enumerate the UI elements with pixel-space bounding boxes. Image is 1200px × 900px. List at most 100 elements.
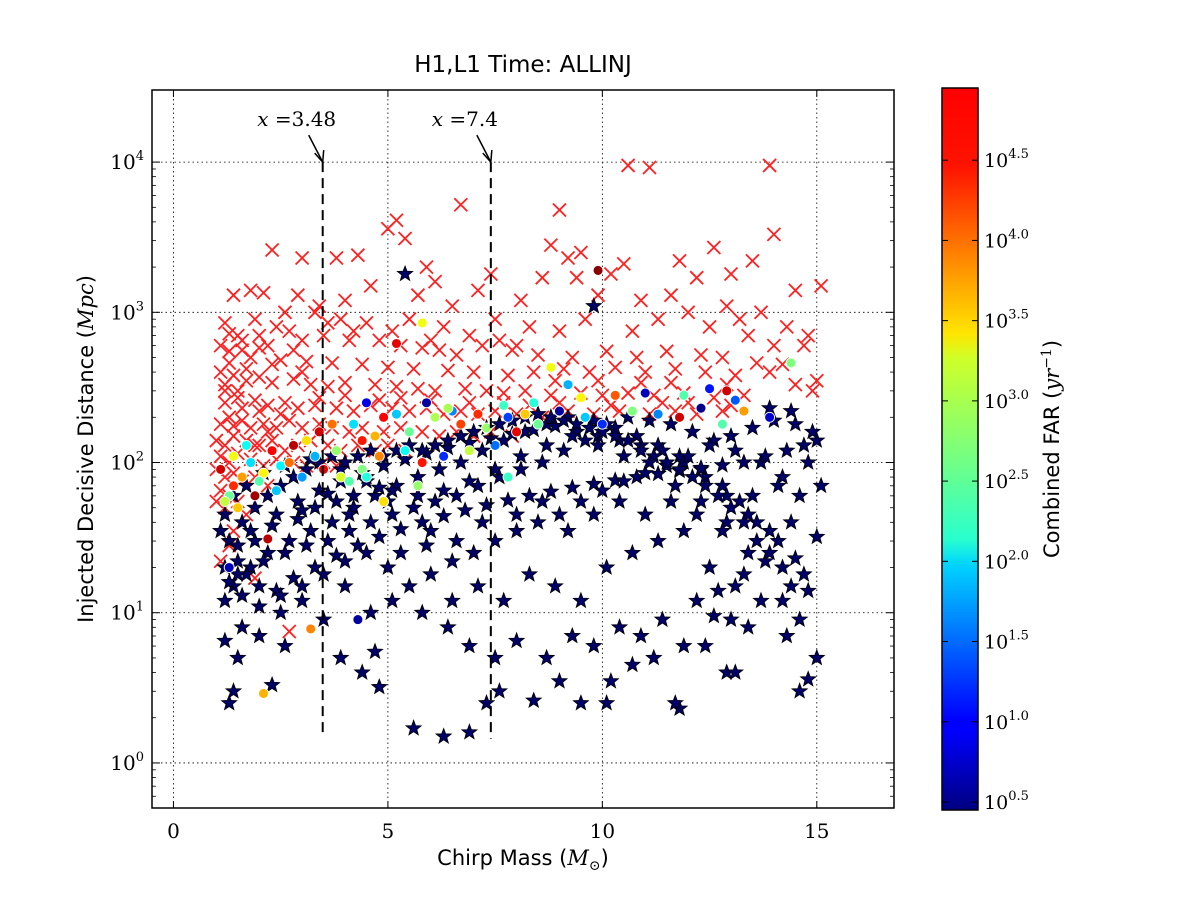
star-marker-point bbox=[730, 492, 749, 509]
star-marker-point bbox=[585, 636, 603, 654]
star-marker-point bbox=[790, 682, 809, 699]
y-tick-label: 101 bbox=[110, 600, 144, 625]
star-marker-point bbox=[452, 426, 470, 444]
star-marker-point bbox=[246, 498, 264, 516]
star-marker-point bbox=[409, 486, 427, 504]
x-marker-point bbox=[252, 438, 267, 453]
colorbar-tick-label: 101.5 bbox=[984, 629, 1029, 654]
colorbar-gradient bbox=[941, 87, 979, 811]
circle-marker-point bbox=[429, 411, 441, 423]
star-marker-point bbox=[396, 450, 414, 467]
x-marker-point bbox=[518, 383, 533, 398]
x-marker-point bbox=[530, 347, 546, 363]
x-marker-point bbox=[243, 283, 258, 298]
x-marker-point bbox=[252, 403, 267, 419]
x-marker-point bbox=[217, 395, 233, 410]
circle-marker-point bbox=[463, 445, 475, 457]
star-marker-point bbox=[756, 447, 774, 464]
star-marker-point bbox=[237, 476, 256, 494]
star-marker-point bbox=[782, 577, 800, 594]
star-marker-point bbox=[276, 543, 294, 561]
star-marker-point bbox=[520, 486, 539, 504]
star-marker-point bbox=[610, 492, 629, 509]
star-marker-point bbox=[465, 422, 483, 440]
circle-marker-point bbox=[609, 389, 621, 401]
circle-marker-point bbox=[283, 457, 295, 468]
star-marker-point bbox=[722, 426, 740, 444]
star-marker-point bbox=[220, 531, 238, 549]
plot-area: x =3.48 x =7.4 0 5 10 15 100 101 102 103 104 bbox=[110, 89, 895, 843]
star-marker-point bbox=[250, 597, 268, 614]
star-marker-point bbox=[370, 478, 388, 496]
star-marker-point bbox=[683, 467, 702, 485]
x-marker-point bbox=[282, 323, 297, 339]
circle-marker-point bbox=[399, 445, 411, 457]
y-axis-label-math: Mpc bbox=[74, 283, 98, 331]
chart-title: H1,L1 Time: ALLINJ bbox=[414, 52, 631, 78]
star-marker-point bbox=[799, 453, 817, 470]
star-marker-point bbox=[349, 536, 367, 553]
x-marker-point bbox=[209, 433, 224, 448]
star-marker-point bbox=[426, 436, 444, 453]
star-marker-point bbox=[803, 422, 822, 440]
star-marker-point bbox=[593, 481, 612, 499]
star-marker-point bbox=[439, 438, 457, 456]
star-marker-point bbox=[636, 505, 654, 523]
x-marker-point bbox=[603, 266, 619, 282]
star-marker-point bbox=[229, 536, 247, 553]
star-marker-point bbox=[392, 520, 410, 537]
x-marker-point bbox=[702, 319, 717, 335]
star-marker-point bbox=[795, 565, 813, 582]
star-marker-point bbox=[786, 415, 805, 432]
circle-marker-point bbox=[721, 385, 733, 397]
x-marker-point bbox=[269, 420, 284, 436]
circle-marker-point bbox=[391, 338, 402, 349]
x-marker-point bbox=[552, 395, 567, 410]
star-marker-point bbox=[370, 527, 388, 545]
x-marker-point bbox=[462, 395, 477, 410]
star-marker-point bbox=[426, 492, 444, 509]
star-marker-point bbox=[456, 501, 474, 518]
star-marker-point bbox=[512, 447, 530, 464]
x-marker-point bbox=[698, 364, 713, 380]
x-marker-point bbox=[402, 403, 417, 419]
star-marker-point bbox=[623, 543, 642, 561]
circle-marker-point bbox=[245, 457, 257, 468]
star-marker-point bbox=[460, 636, 479, 654]
star-marker-point bbox=[229, 648, 247, 666]
star-marker-point bbox=[422, 521, 440, 539]
x-marker-point bbox=[337, 293, 353, 308]
star-marker-point bbox=[473, 513, 492, 530]
x-marker-point bbox=[217, 315, 233, 331]
x-tick-label: 15 bbox=[804, 819, 829, 843]
star-marker-point bbox=[289, 509, 307, 527]
star-marker-point bbox=[632, 441, 650, 459]
x-marker-point bbox=[620, 385, 636, 401]
x-marker-point bbox=[230, 390, 245, 405]
star-marker-point bbox=[640, 453, 659, 470]
x-marker-point bbox=[247, 393, 263, 408]
x-marker-point bbox=[749, 355, 764, 371]
x-marker-point bbox=[226, 418, 241, 434]
x-marker-point bbox=[595, 388, 610, 403]
x-marker-point bbox=[680, 305, 696, 320]
x-marker-point bbox=[693, 347, 709, 363]
x-marker-point bbox=[410, 381, 426, 396]
x-marker-point bbox=[526, 364, 541, 380]
star-marker-point bbox=[666, 694, 684, 711]
star-marker-point bbox=[310, 481, 328, 499]
star-marker-point bbox=[713, 456, 732, 473]
x-marker-point bbox=[462, 328, 477, 343]
circle-marker-point bbox=[326, 418, 338, 430]
star-marker-point bbox=[722, 498, 740, 516]
star-marker-point bbox=[486, 648, 504, 666]
circle-marker-point bbox=[219, 496, 231, 507]
star-marker-point bbox=[447, 486, 466, 504]
star-marker-point bbox=[748, 531, 766, 549]
x-marker-point bbox=[616, 256, 631, 272]
star-marker-point bbox=[460, 723, 479, 740]
star-marker-point bbox=[520, 565, 539, 582]
star-marker-point bbox=[413, 441, 431, 459]
circle-marker-point bbox=[489, 439, 501, 451]
star-marker-point bbox=[422, 565, 440, 582]
